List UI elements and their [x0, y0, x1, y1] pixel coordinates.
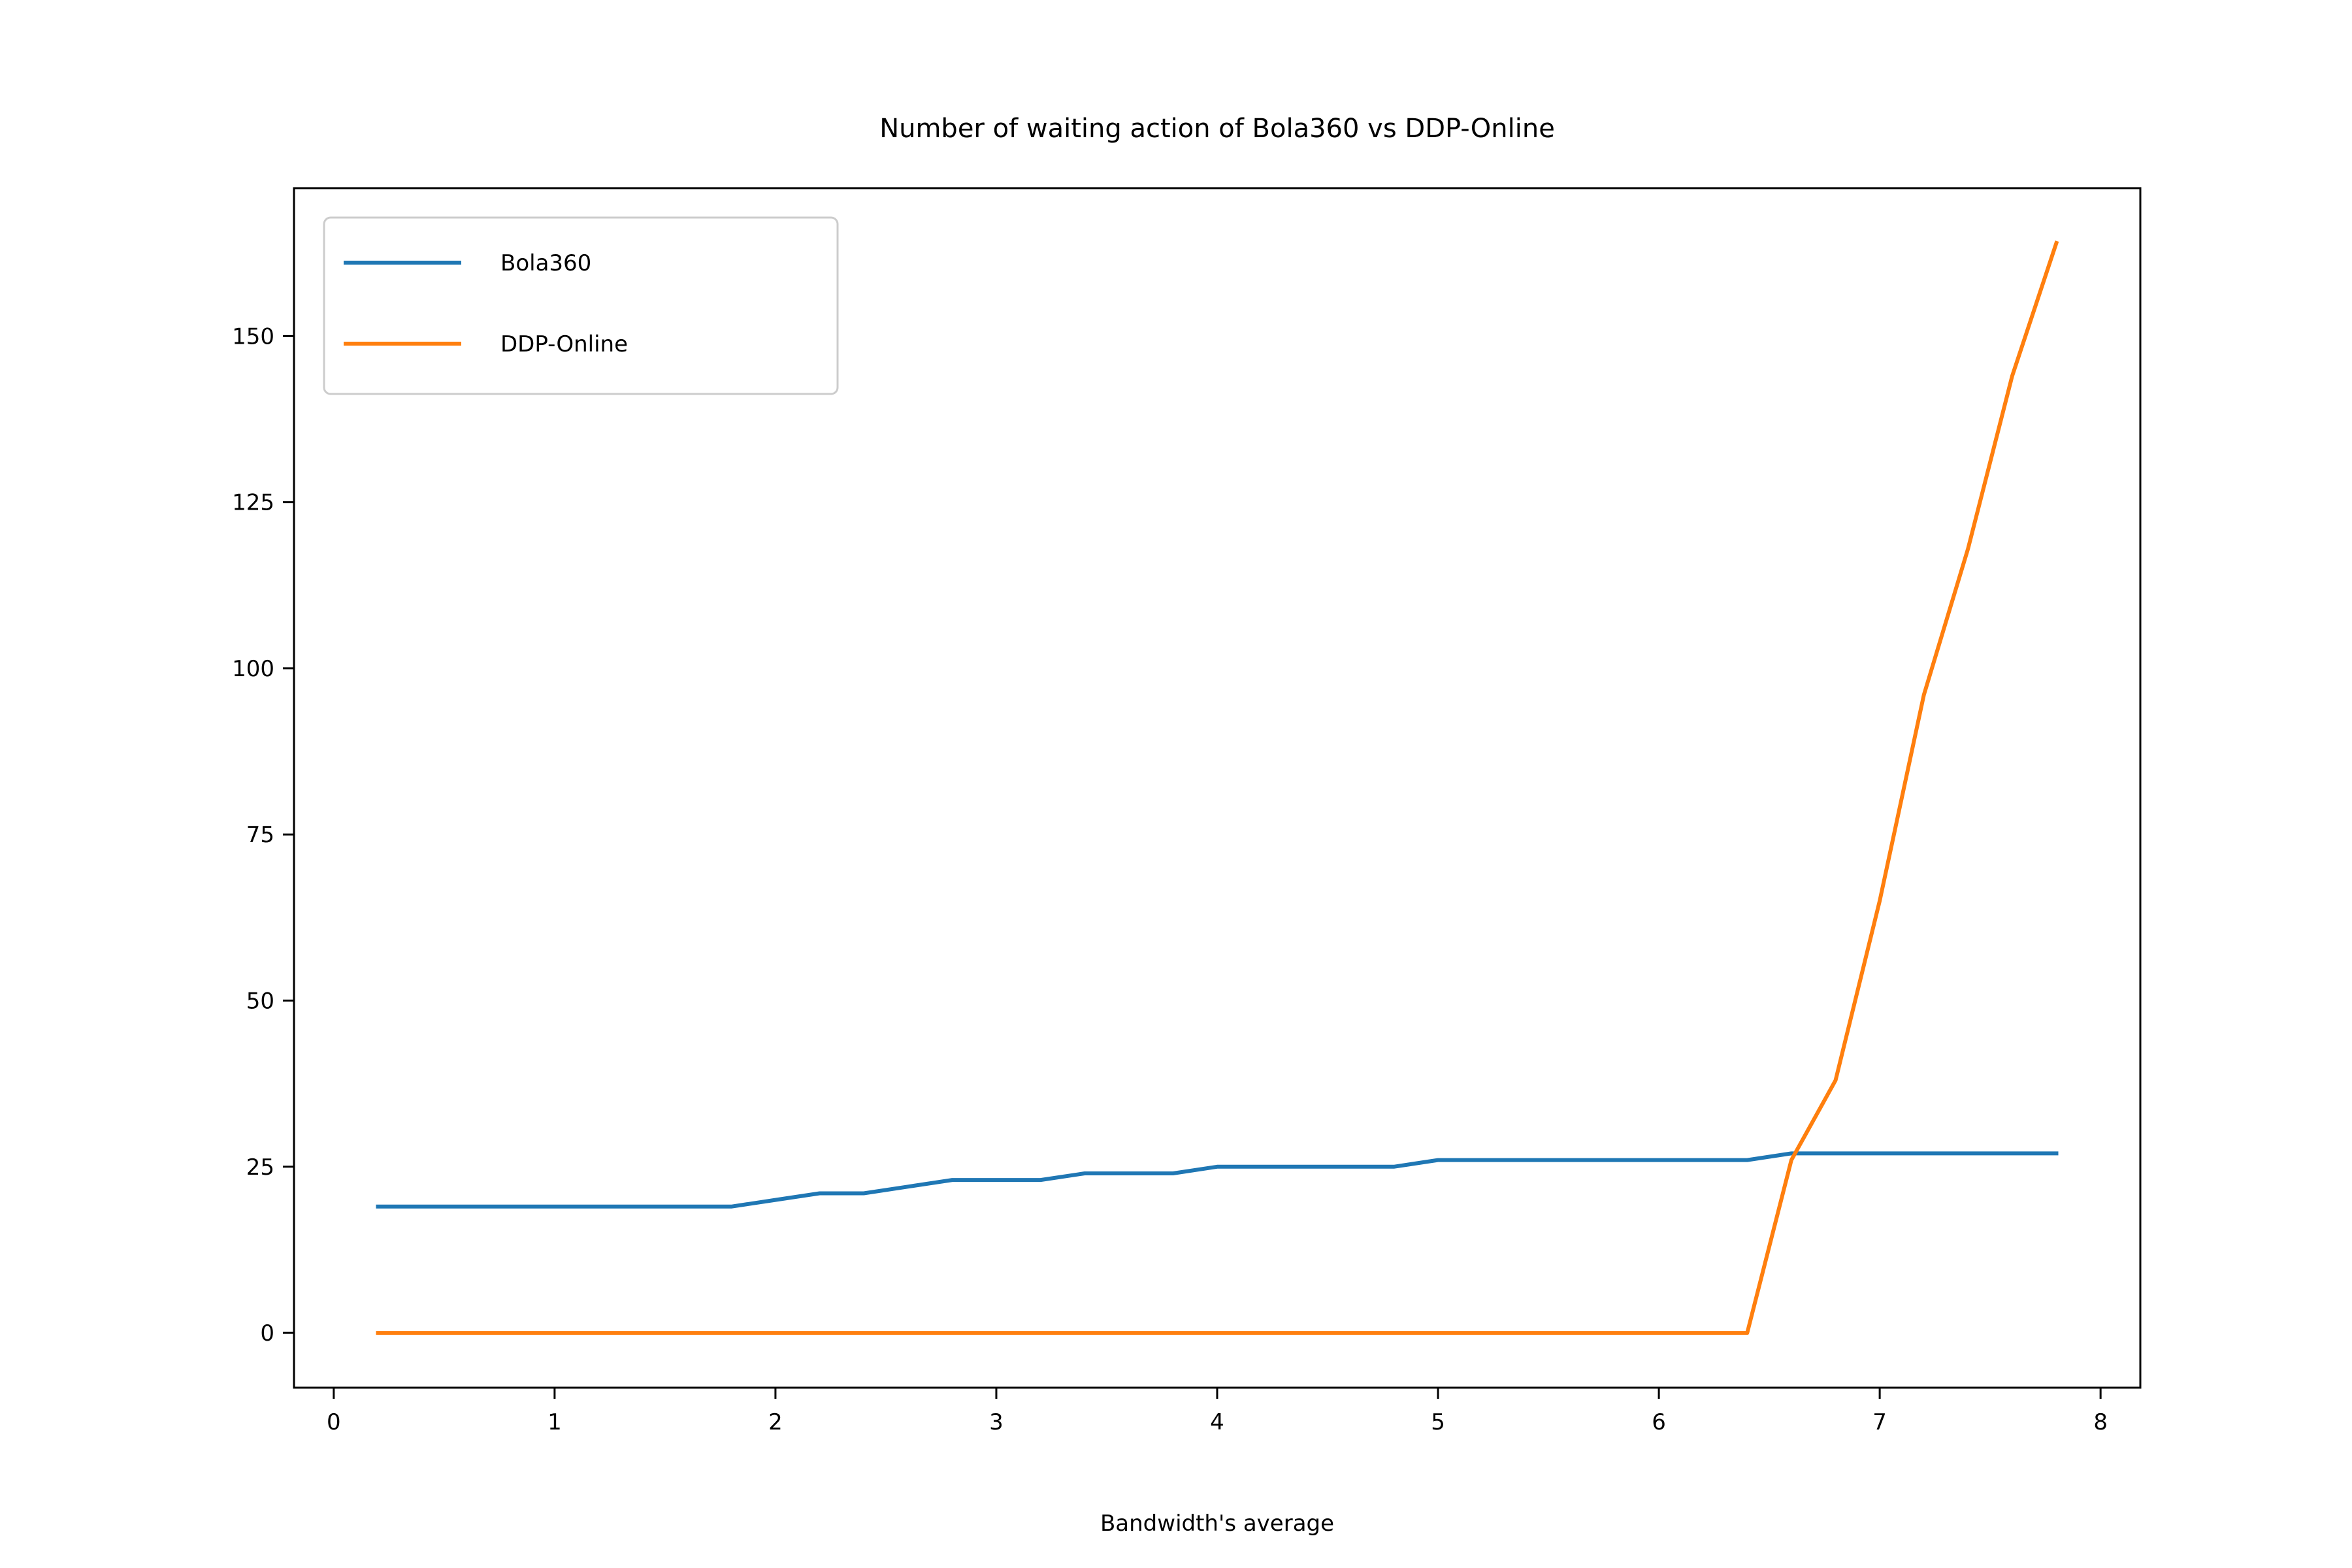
- y-tick-label: 125: [232, 490, 274, 516]
- y-tick-label: 50: [246, 988, 274, 1014]
- x-tick-label: 4: [1210, 1409, 1224, 1435]
- legend-label-bola360: Bola360: [500, 250, 591, 276]
- legend: Bola360 DDP-Online: [323, 216, 839, 395]
- x-tick-label: 6: [1652, 1409, 1666, 1435]
- legend-label-ddp-online: DDP-Online: [500, 331, 628, 357]
- series-line-ddp-online: [376, 240, 2059, 1335]
- x-tick-label: 8: [2093, 1409, 2108, 1435]
- x-tick-label: 3: [989, 1409, 1004, 1435]
- series-layer: [376, 240, 2059, 1335]
- chart-title: Number of waiting action of Bola360 vs D…: [879, 114, 1555, 144]
- x-axis-label: Bandwidth's average: [1100, 1511, 1334, 1537]
- y-axis-ticks: 0 25 50 75 100 125 150: [232, 323, 294, 1347]
- legend-box: [323, 216, 839, 395]
- x-axis-ticks: 0 1 2 3 4 5 6 7 8: [327, 1388, 2108, 1435]
- x-tick-label: 0: [327, 1409, 341, 1435]
- y-tick-label: 0: [260, 1320, 274, 1347]
- y-tick-label: 100: [232, 656, 274, 682]
- x-tick-label: 5: [1431, 1409, 1445, 1435]
- y-tick-label: 150: [232, 323, 274, 350]
- x-tick-label: 1: [547, 1409, 562, 1435]
- x-tick-label: 2: [768, 1409, 783, 1435]
- series-line-bola360: [376, 1151, 2059, 1209]
- y-tick-label: 25: [246, 1154, 274, 1181]
- x-tick-label: 7: [1872, 1409, 1887, 1435]
- y-tick-label: 75: [246, 822, 274, 848]
